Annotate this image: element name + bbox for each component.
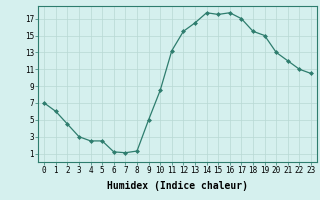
X-axis label: Humidex (Indice chaleur): Humidex (Indice chaleur) (107, 181, 248, 191)
